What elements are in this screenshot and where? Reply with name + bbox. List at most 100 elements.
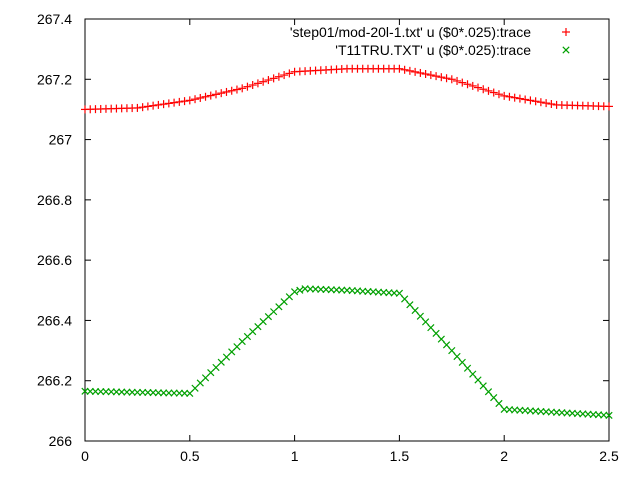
- data-point: [107, 388, 115, 396]
- data-point: [484, 388, 493, 396]
- y-tick-label: 267.2: [37, 71, 72, 87]
- y-tick-label: 266.8: [37, 192, 72, 208]
- data-point: [86, 387, 94, 395]
- data-point: [489, 88, 498, 97]
- data-point: [401, 295, 409, 303]
- data-point: [411, 67, 420, 76]
- data-point: [212, 90, 220, 99]
- data-point: [217, 89, 226, 98]
- data-point: [458, 358, 466, 366]
- data-point: [196, 93, 205, 102]
- data-point: [170, 98, 179, 107]
- data-point: [143, 102, 152, 111]
- axes: 0 0.5 1 1.5 2 2.5 266 266.2 266.4 266.6 266.8 267 26…: [37, 11, 619, 464]
- data-point: [395, 64, 404, 73]
- data-point: [453, 352, 461, 361]
- data-point: [448, 346, 456, 355]
- data-point: [227, 86, 236, 95]
- data-point: [97, 387, 105, 396]
- data-point: [102, 388, 110, 396]
- data-point: [463, 80, 472, 89]
- y-tick-label: 266: [49, 433, 73, 449]
- data-point: [505, 92, 514, 101]
- data-point: [416, 68, 425, 77]
- data-point: [542, 99, 551, 108]
- data-point: [296, 286, 304, 294]
- data-point: [165, 389, 173, 397]
- data-point: [479, 85, 488, 94]
- x-tick-label: 1: [291, 448, 299, 464]
- data-point: [112, 388, 121, 396]
- data-point: [521, 95, 530, 104]
- series-1: [81, 64, 613, 114]
- data-point: [432, 329, 440, 338]
- data-point: [421, 318, 430, 326]
- data-point: [442, 74, 451, 83]
- data-point: [269, 74, 278, 83]
- y-tick-label: 266.2: [37, 373, 72, 389]
- data-point: [139, 388, 147, 397]
- data-point: [494, 90, 503, 99]
- data-point: [547, 100, 556, 109]
- data-point: [81, 387, 89, 395]
- data-point: [468, 81, 477, 90]
- data-point: [243, 82, 252, 91]
- y-tick-label: 267: [49, 132, 73, 148]
- data-point: [144, 388, 152, 397]
- data-point: [149, 101, 158, 110]
- data-point: [500, 91, 509, 100]
- data-point: [531, 97, 540, 106]
- data-point: [474, 83, 482, 92]
- data-point: [248, 81, 257, 90]
- data-point: [185, 96, 194, 105]
- data-point: [206, 91, 215, 100]
- data-point: [138, 103, 147, 112]
- data-point: [463, 364, 472, 372]
- data-point: [515, 94, 524, 103]
- x-tick-label: 2: [500, 448, 508, 464]
- data-point: [133, 103, 142, 112]
- data-point: [290, 288, 299, 296]
- data-point: [416, 312, 424, 320]
- data-point: [170, 389, 178, 397]
- data-point: [180, 389, 189, 397]
- data-point: [510, 93, 519, 102]
- data-point: [605, 411, 613, 420]
- data-point: [421, 70, 430, 79]
- legend: 'step01/mod-20l-1.txt' u ($0*.025):trace…: [290, 24, 570, 58]
- x-tick-label: 2.5: [599, 448, 619, 464]
- series-layer: [81, 64, 613, 420]
- data-point: [490, 393, 498, 402]
- data-point: [479, 382, 487, 390]
- data-point: [427, 324, 435, 332]
- data-point: [232, 85, 241, 94]
- data-point: [253, 79, 262, 88]
- data-point: [91, 387, 100, 396]
- data-point: [159, 100, 168, 109]
- data-point: [180, 97, 189, 106]
- data-point: [154, 100, 163, 109]
- legend-marker-series-1: [562, 28, 570, 36]
- data-point: [264, 76, 273, 85]
- data-point: [406, 301, 414, 309]
- data-point: [400, 65, 409, 74]
- legend-marker-series-2: [562, 46, 570, 54]
- data-point: [442, 341, 451, 349]
- data-point: [484, 86, 493, 95]
- legend-label-series-2: 'T11TRU.TXT' u ($0*.025):trace: [335, 42, 531, 58]
- data-point: [432, 72, 441, 81]
- data-point: [222, 87, 231, 96]
- data-point: [526, 96, 535, 105]
- data-point: [285, 69, 294, 78]
- data-point: [536, 98, 545, 107]
- data-point: [201, 92, 210, 101]
- data-point: [411, 306, 419, 315]
- data-point: [175, 97, 184, 106]
- data-point: [447, 75, 456, 84]
- series-2: [81, 285, 613, 420]
- data-point: [238, 84, 247, 93]
- x-tick-label: 0: [81, 448, 89, 464]
- y-tick-label: 266.6: [37, 252, 72, 268]
- legend-label-series-1: 'step01/mod-20l-1.txt' u ($0*.025):trace: [290, 24, 531, 40]
